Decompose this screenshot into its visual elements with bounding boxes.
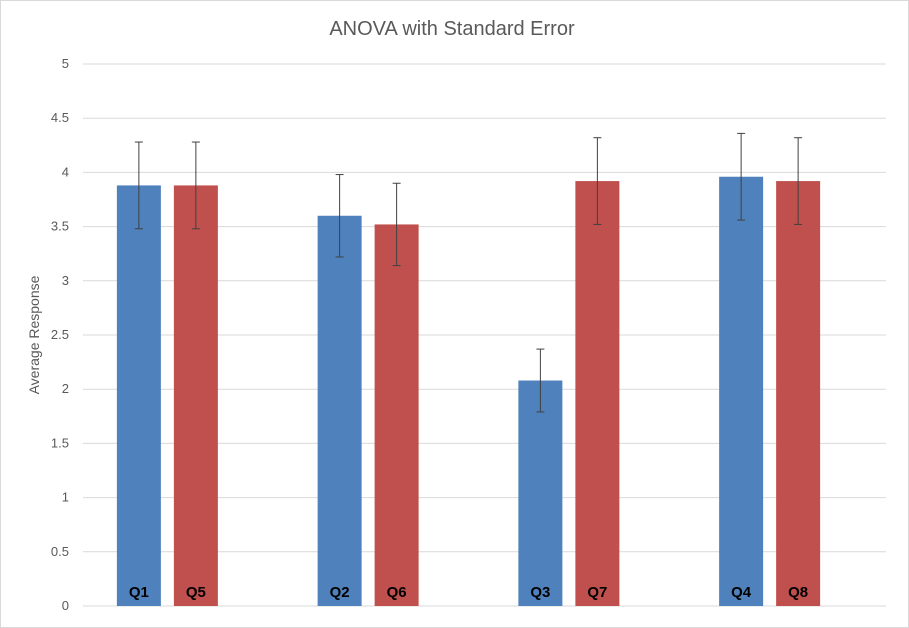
bar-label-q8: Q8 <box>788 584 808 601</box>
bar-q4 <box>719 176 764 606</box>
y-tick-label: 3 <box>62 273 69 288</box>
bar-label-q5: Q5 <box>186 584 206 601</box>
bar-q7 <box>575 181 620 606</box>
bar-q8 <box>776 181 821 606</box>
y-tick-label: 3.5 <box>51 219 69 234</box>
y-tick-label: 1 <box>62 490 69 505</box>
y-tick-label: 4 <box>62 164 69 179</box>
bar-q1 <box>116 185 161 606</box>
bar-q3 <box>518 380 563 606</box>
bar-q2 <box>317 215 362 606</box>
bar-label-q4: Q4 <box>731 584 752 601</box>
bar-label-layer: Q1 Q5 Q2 Q6 Q3 Q7 Q4 Q8 <box>129 584 808 601</box>
bar-q6 <box>374 224 419 606</box>
y-tick-label: 1.5 <box>51 435 69 450</box>
y-tick-label: 5 <box>62 56 69 71</box>
bar-layer <box>116 132 821 606</box>
bar-label-q6: Q6 <box>387 584 407 601</box>
y-tick-label: 0.5 <box>51 544 69 559</box>
y-tick-label: 2 <box>62 381 69 396</box>
bar-q5 <box>173 185 218 606</box>
bar-label-q3: Q3 <box>530 584 550 601</box>
y-axis-title: Average Response <box>26 275 42 394</box>
bar-label-q2: Q2 <box>330 584 350 601</box>
bar-label-q7: Q7 <box>587 584 607 601</box>
y-tick-label: 0 <box>62 598 69 613</box>
y-tick-label: 2.5 <box>51 327 69 342</box>
bar-label-q1: Q1 <box>129 584 149 601</box>
y-tick-label: 4.5 <box>51 110 69 125</box>
chart-title: ANOVA with Standard Error <box>329 18 575 40</box>
